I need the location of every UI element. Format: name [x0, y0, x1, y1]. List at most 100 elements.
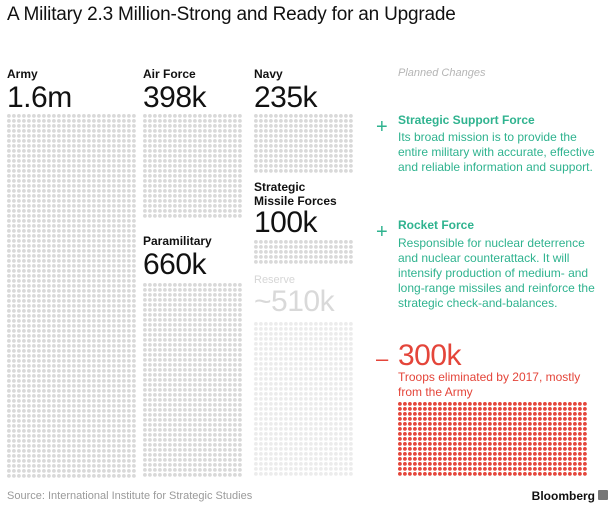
army-dot: [127, 439, 131, 443]
army-dot: [57, 459, 61, 463]
air-force-dot: [178, 154, 182, 158]
paramilitary-dot: [208, 403, 212, 407]
paramilitary-dot: [208, 373, 212, 377]
paramilitary-dot: [238, 468, 242, 472]
navy-dot: [279, 114, 283, 118]
reserve-dot: [334, 342, 338, 346]
strategic-missile-forces-dot: [269, 255, 273, 259]
army-dot: [67, 179, 71, 183]
paramilitary-dot: [208, 358, 212, 362]
army-dot: [57, 204, 61, 208]
troop-reduction-dot: [508, 447, 512, 451]
paramilitary-dot: [148, 353, 152, 357]
troop-reduction-dot: [418, 467, 422, 471]
paramilitary-dot: [218, 428, 222, 432]
air-force-dot: [228, 114, 232, 118]
paramilitary-dot: [223, 343, 227, 347]
air-force-dot: [153, 159, 157, 163]
army-dot: [117, 464, 121, 468]
army-dot: [47, 404, 51, 408]
army-dot: [127, 234, 131, 238]
reserve-dot: [349, 327, 353, 331]
troop-reduction-dot: [498, 437, 502, 441]
paramilitary-dot: [158, 388, 162, 392]
navy-dot: [289, 169, 293, 173]
reserve-dot: [289, 417, 293, 421]
army-dot: [107, 449, 111, 453]
army-dot: [92, 454, 96, 458]
army-dot: [82, 204, 86, 208]
army-dot: [72, 169, 76, 173]
reserve-dot: [304, 452, 308, 456]
air-force-dot: [183, 214, 187, 218]
air-force-dot: [193, 114, 197, 118]
troop-reduction-dot: [513, 442, 517, 446]
reserve-dot: [254, 382, 258, 386]
army-dot: [72, 159, 76, 163]
army-dot: [102, 389, 106, 393]
air-force-dot: [193, 119, 197, 123]
air-force-dot: [223, 114, 227, 118]
troop-reduction-dot: [468, 462, 472, 466]
army-dot: [112, 179, 116, 183]
paramilitary-dot: [183, 428, 187, 432]
air-force-dot: [208, 139, 212, 143]
paramilitary-dot: [178, 423, 182, 427]
reserve-dot: [294, 342, 298, 346]
reserve-dot: [284, 382, 288, 386]
navy-dot: [314, 144, 318, 148]
paramilitary-dot: [218, 283, 222, 287]
paramilitary-dot: [153, 348, 157, 352]
air-force-dot: [163, 134, 167, 138]
troop-reduction-dot: [413, 472, 417, 476]
air-force-dot: [183, 164, 187, 168]
army-dot: [62, 159, 66, 163]
army-dot: [7, 134, 11, 138]
army-dot: [32, 204, 36, 208]
troop-reduction-dot: [523, 427, 527, 431]
army-dot: [22, 129, 26, 133]
reserve-dot: [289, 472, 293, 476]
army-dot: [112, 419, 116, 423]
army-dot: [42, 269, 46, 273]
reserve-dot: [339, 432, 343, 436]
reserve-dot: [329, 437, 333, 441]
troop-reduction-dot: [468, 412, 472, 416]
army-dot: [102, 329, 106, 333]
strategic-missile-forces-dot: [324, 245, 328, 249]
paramilitary-dot: [213, 398, 217, 402]
army-dot: [82, 444, 86, 448]
army-dot: [32, 229, 36, 233]
paramilitary-dot: [178, 293, 182, 297]
navy-dot: [329, 159, 333, 163]
paramilitary-dot: [173, 353, 177, 357]
troop-reduction-dot: [523, 422, 527, 426]
air-force-dot: [178, 144, 182, 148]
paramilitary-dot: [168, 418, 172, 422]
paramilitary-dot: [168, 308, 172, 312]
army-dot: [127, 224, 131, 228]
paramilitary-dot: [188, 458, 192, 462]
army-dot: [47, 259, 51, 263]
army-dot: [122, 459, 126, 463]
air-force-dot: [143, 179, 147, 183]
navy-dot: [284, 114, 288, 118]
paramilitary-dot: [143, 443, 147, 447]
paramilitary-dot: [233, 468, 237, 472]
reserve-dot: [349, 457, 353, 461]
paramilitary-dot: [208, 348, 212, 352]
army-dot: [22, 244, 26, 248]
navy-dot: [259, 139, 263, 143]
strategic-missile-forces-dot: [349, 255, 353, 259]
paramilitary-dot: [188, 303, 192, 307]
reserve-dot: [284, 417, 288, 421]
army-dot: [107, 224, 111, 228]
army-dot: [77, 304, 81, 308]
army-dot: [102, 429, 106, 433]
paramilitary-dot: [158, 438, 162, 442]
army-dot: [32, 144, 36, 148]
air-force-dot: [238, 134, 242, 138]
paramilitary-dot: [153, 318, 157, 322]
troop-reduction-dot: [573, 442, 577, 446]
navy-dot: [339, 144, 343, 148]
